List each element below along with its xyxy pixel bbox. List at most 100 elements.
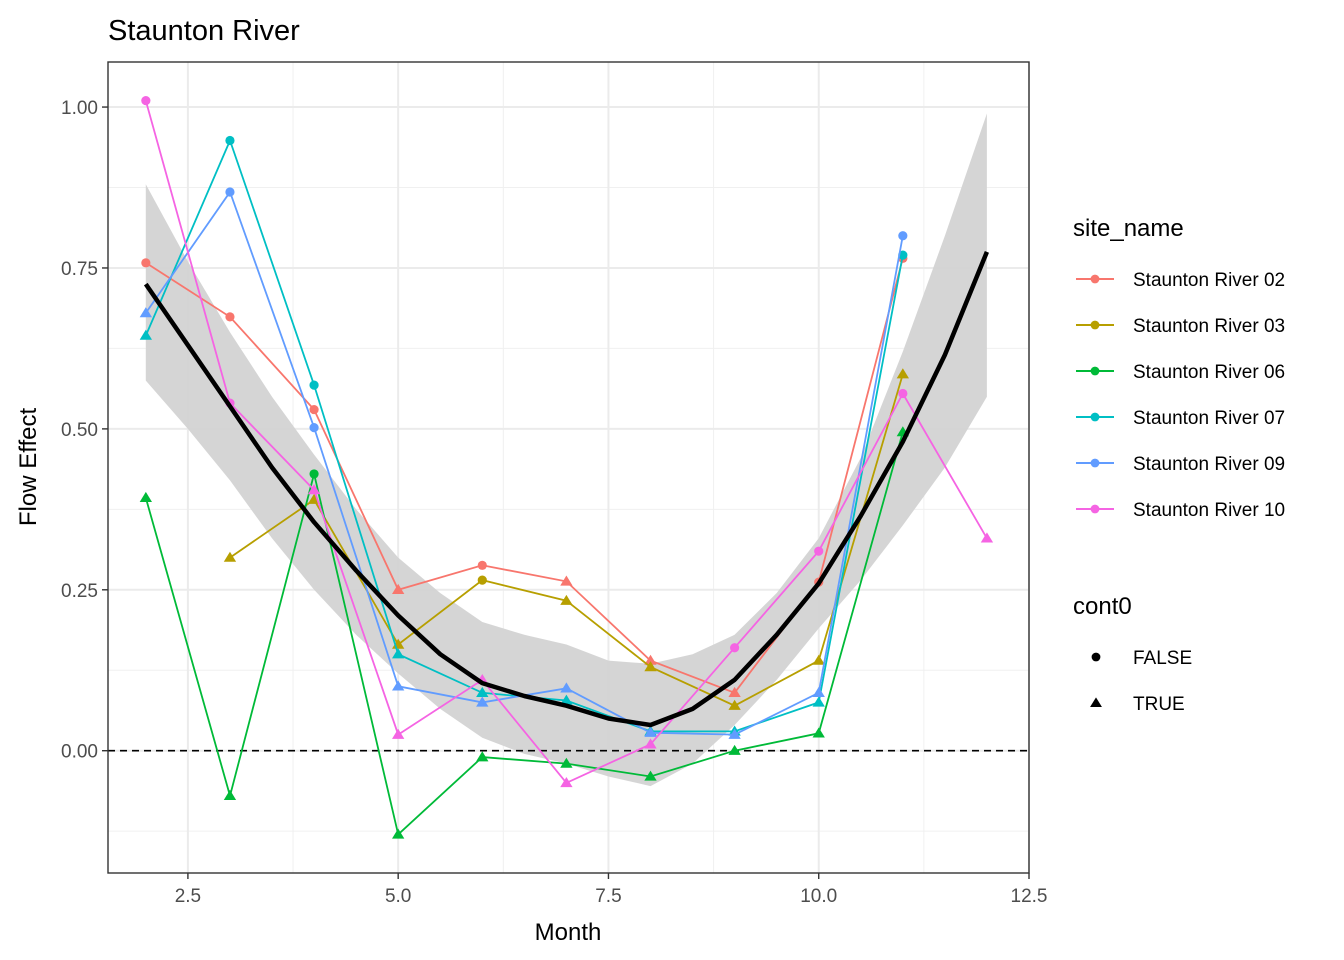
smooth-ribbon — [145, 113, 987, 787]
data-point-triangle — [560, 682, 573, 693]
legend-key-circle — [1090, 412, 1100, 422]
data-point-circle — [730, 643, 740, 653]
data-point-triangle — [476, 686, 489, 697]
legend-key-circle — [1090, 504, 1100, 514]
data-point-circle — [814, 546, 824, 556]
y-tick-label: 0.75 — [61, 259, 98, 280]
data-point-triangle — [728, 744, 741, 755]
shape-legend-title: cont0 — [1073, 593, 1132, 620]
x-tick-label: 2.5 — [175, 886, 201, 907]
legend-label: Staunton River 09 — [1133, 454, 1285, 475]
data-point-triangle — [644, 738, 657, 749]
data-point-triangle — [980, 532, 994, 543]
data-point-triangle — [812, 727, 825, 738]
data-point-circle — [898, 231, 908, 241]
data-point-circle — [225, 135, 235, 146]
data-point-triangle — [139, 307, 153, 318]
series-staunton-river-10 — [141, 96, 994, 788]
y-tick-label: 1.00 — [61, 98, 98, 119]
y-tick-label: 0.25 — [61, 581, 98, 602]
data-point-circle — [898, 388, 908, 399]
data-point-triangle — [560, 777, 573, 788]
legend-item-staunton-river-07: Staunton River 07 — [1076, 408, 1285, 429]
data-point-triangle — [644, 661, 657, 672]
data-point-triangle — [307, 484, 321, 495]
color-legend-items: Staunton River 02 Staunton River 03 Staunt… — [1076, 270, 1285, 521]
legend-item-staunton-river-09: Staunton River 09 — [1076, 454, 1285, 475]
data-point-triangle — [139, 491, 153, 502]
legend-key-circle — [1090, 366, 1100, 376]
smooth-line-layer — [143, 251, 989, 728]
data-point-circle — [225, 312, 235, 322]
data-point-triangle — [728, 699, 741, 710]
chart-title: Staunton River — [108, 15, 300, 47]
data-point-triangle — [392, 828, 405, 839]
y-tick-label: 0.00 — [61, 742, 98, 763]
legend-key-circle — [1090, 274, 1100, 284]
data-point-circle — [309, 380, 319, 390]
data-point-circle — [225, 187, 235, 197]
legend-label: Staunton River 06 — [1133, 362, 1285, 383]
y-tick-label: 0.50 — [61, 420, 98, 441]
legend-key-circle — [1091, 652, 1101, 662]
data-point-triangle — [476, 696, 489, 707]
data-point-triangle — [812, 696, 825, 707]
data-point-circle — [141, 96, 151, 106]
shape-legend-items: FALSE TRUE — [1090, 648, 1192, 715]
data-point-circle — [477, 560, 487, 570]
data-point-circle — [309, 404, 319, 415]
x-tick-label: 10.0 — [800, 886, 837, 907]
data-point-triangle — [560, 594, 573, 605]
data-point-triangle — [728, 686, 741, 697]
x-tick-label: 7.5 — [595, 886, 621, 907]
legend-item-staunton-river-10: Staunton River 10 — [1076, 500, 1285, 521]
legend-label: Staunton River 03 — [1133, 316, 1285, 337]
legend-item-staunton-river-02: Staunton River 02 — [1076, 270, 1285, 291]
data-point-triangle — [644, 770, 657, 781]
data-point-triangle — [812, 654, 825, 665]
legend-label: Staunton River 07 — [1133, 408, 1285, 429]
data-point-circle — [309, 422, 319, 433]
data-point-triangle — [896, 368, 909, 379]
data-point-triangle — [644, 654, 657, 665]
legend-label: Staunton River 10 — [1133, 500, 1285, 521]
data-point-circle — [141, 258, 151, 268]
legend-label: TRUE — [1133, 694, 1185, 715]
legend-item-staunton-river-06: Staunton River 06 — [1076, 362, 1285, 383]
x-tick-label: 5.0 — [385, 886, 411, 907]
data-point-triangle — [560, 757, 573, 768]
color-legend-title: site_name — [1073, 215, 1184, 242]
data-point-triangle — [223, 789, 237, 800]
data-point-triangle — [644, 726, 657, 737]
x-axis-title: Month — [535, 919, 602, 946]
data-point-triangle — [560, 575, 573, 586]
smooth-line — [143, 251, 989, 728]
legend-key-triangle — [1090, 697, 1102, 708]
axes: 2.5 5.0 7.5 10.0 12.5 0.00 0.25 0.50 0.75 1.00 — [61, 61, 1048, 907]
legend-key-circle — [1090, 320, 1100, 330]
legend-item-true: TRUE — [1090, 694, 1185, 715]
data-point-circle — [477, 575, 487, 585]
data-point-triangle — [812, 686, 825, 697]
data-point-triangle — [392, 583, 405, 594]
data-point-triangle — [560, 694, 573, 705]
legend-key-circle — [1090, 458, 1100, 468]
data-point-triangle — [139, 329, 153, 340]
data-point-triangle — [728, 728, 741, 739]
panel-border — [107, 61, 1030, 874]
legend-item-false: FALSE — [1091, 648, 1192, 669]
legend-item-staunton-river-03: Staunton River 03 — [1076, 316, 1285, 337]
data-point-triangle — [476, 751, 489, 762]
series-line — [144, 431, 904, 837]
data-point-triangle — [392, 680, 405, 691]
x-tick-label: 12.5 — [1011, 886, 1048, 907]
data-point-triangle — [223, 551, 237, 562]
data-point-triangle — [392, 728, 405, 739]
legend-label: Staunton River 02 — [1133, 270, 1285, 291]
confidence-ribbon — [145, 113, 987, 787]
y-axis-title: Flow Effect — [15, 408, 42, 527]
data-point-triangle — [392, 648, 405, 659]
data-point-circle — [309, 469, 319, 479]
